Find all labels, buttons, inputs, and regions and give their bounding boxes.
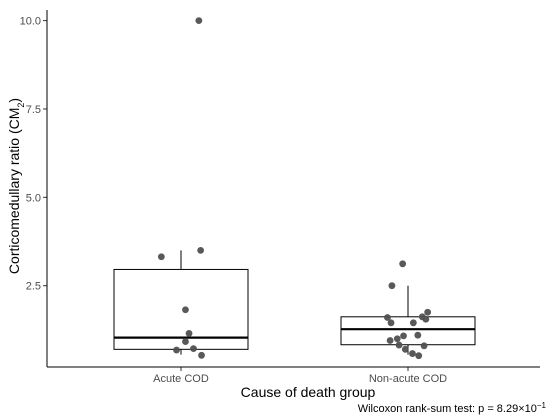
data-point	[190, 345, 197, 353]
x-axis-title: Cause of death group	[241, 384, 376, 400]
y-axis-ticks: 2.5 5.0 7.5 10.0	[20, 16, 47, 293]
y-tick-label: 2.5	[26, 281, 41, 293]
iqr-box	[113, 268, 249, 350]
data-point	[401, 345, 409, 353]
data-point	[182, 306, 189, 314]
data-point	[422, 315, 430, 323]
iqr-box	[340, 316, 476, 346]
box-acute-cod	[113, 250, 249, 355]
x-axis-ticks: Acute COD Non-acute COD	[153, 367, 447, 385]
y-axis-title-main: Corticomedullary ratio (CM	[6, 108, 22, 274]
data-point	[185, 330, 193, 337]
y-tick-label: 7.5	[26, 104, 41, 116]
box-non-acute-cod	[340, 285, 476, 355]
y-tick-label: 5.0	[26, 192, 41, 204]
data-point	[198, 351, 205, 359]
y-axis-title: Corticomedullary ratio (CM2)	[6, 98, 26, 274]
data-point	[409, 319, 417, 327]
y-tick-label: 10.0	[20, 16, 41, 28]
data-point	[386, 337, 394, 344]
data-point	[420, 342, 428, 350]
test-caption: Wilcoxon rank-sum test: p = 8.29×10−1	[358, 401, 547, 416]
data-point	[395, 341, 403, 349]
data-points	[157, 17, 432, 360]
data-point	[393, 335, 401, 343]
data-point	[399, 260, 407, 268]
data-point	[409, 350, 416, 357]
y-axis-title-close: )	[6, 98, 22, 103]
data-point	[400, 332, 407, 340]
data-point	[388, 282, 396, 290]
boxes	[113, 250, 476, 355]
data-point	[157, 253, 165, 261]
data-point	[415, 352, 423, 360]
data-point	[414, 331, 422, 339]
data-point	[182, 338, 189, 345]
data-point	[387, 319, 395, 327]
x-tick-label: Acute COD	[153, 373, 209, 385]
data-point	[384, 314, 391, 321]
data-point	[424, 308, 432, 316]
data-point	[197, 246, 205, 254]
data-point	[195, 17, 203, 25]
x-tick-label: Non-acute COD	[369, 373, 447, 385]
data-point	[173, 346, 180, 354]
test-caption-text: Wilcoxon rank-sum test: p = 8.29×10	[358, 403, 537, 415]
test-caption-exponent: −1	[537, 401, 547, 410]
y-axis-title-subscript: 2	[16, 103, 26, 108]
